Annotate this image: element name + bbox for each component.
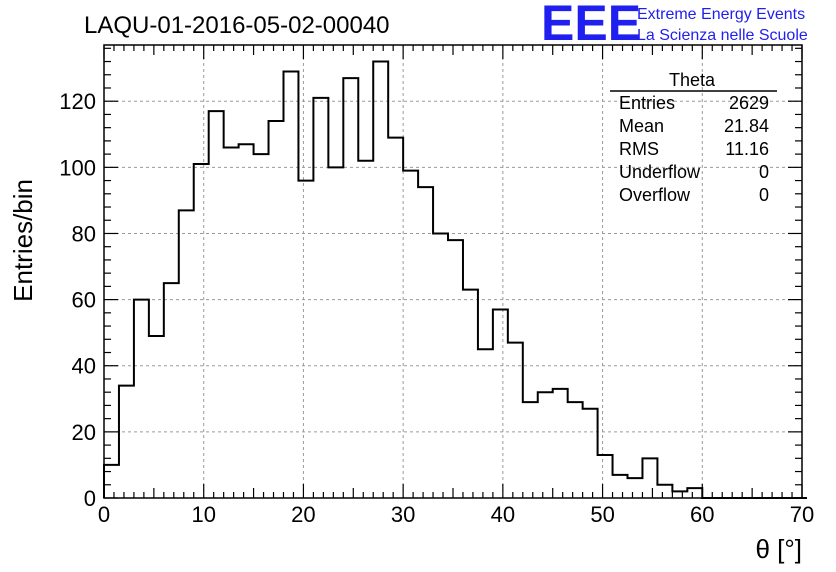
x-tick-label: 20 [291, 502, 315, 527]
logo-line-1: Extreme Energy Events [637, 6, 805, 23]
stats-row-value: 21.84 [724, 116, 769, 136]
stats-box: Theta Entries 2629 Mean 21.84 RMS 11.16 Underf… [610, 70, 777, 205]
x-tick-label: 0 [98, 502, 110, 527]
tick-labels: 0 10 20 30 40 50 60 70 0 20 40 60 80 100 120 [59, 89, 814, 527]
plot-frame [103, 44, 803, 499]
stats-title: Theta [669, 70, 716, 90]
y-tick-label: 120 [59, 89, 96, 114]
x-tick-label: 60 [690, 502, 714, 527]
y-tick-label: 60 [72, 288, 96, 313]
x-tick-label: 40 [491, 502, 515, 527]
stats-row-value: 11.16 [725, 139, 769, 159]
stats-row-label: Overflow [619, 185, 691, 205]
y-tick-label: 40 [72, 354, 96, 379]
x-tick-label: 50 [590, 502, 614, 527]
stats-row-label: Entries [619, 93, 675, 113]
stats-row-label: Mean [619, 116, 664, 136]
logo-line-2: La Scienza nelle Scuole [637, 27, 808, 44]
stats-row-value: 0 [759, 185, 769, 205]
grid-lines [104, 45, 802, 498]
logo-letters: EEE [541, 0, 641, 51]
chart-title: LAQU-01-2016-05-02-00040 [84, 12, 390, 39]
x-tick-label: 70 [790, 502, 814, 527]
stats-row-value: 2629 [729, 93, 769, 113]
y-tick-label: 0 [84, 486, 96, 511]
histogram-outline [103, 60, 807, 499]
axis-ticks [103, 45, 803, 499]
stats-row-label: RMS [619, 139, 659, 159]
y-tick-label: 100 [59, 155, 96, 180]
y-axis-label: Entries/bin [8, 179, 38, 302]
eee-logo: EEE Extreme Energy Events La Scienza nel… [541, 0, 808, 51]
x-tick-label: 10 [191, 502, 215, 527]
stats-row-value: 0 [759, 162, 769, 182]
y-tick-label: 20 [72, 420, 96, 445]
x-tick-label: 30 [391, 502, 415, 527]
stats-row-label: Underflow [619, 162, 701, 182]
y-tick-label: 80 [72, 221, 96, 246]
x-axis-label: θ [°] [755, 534, 802, 564]
